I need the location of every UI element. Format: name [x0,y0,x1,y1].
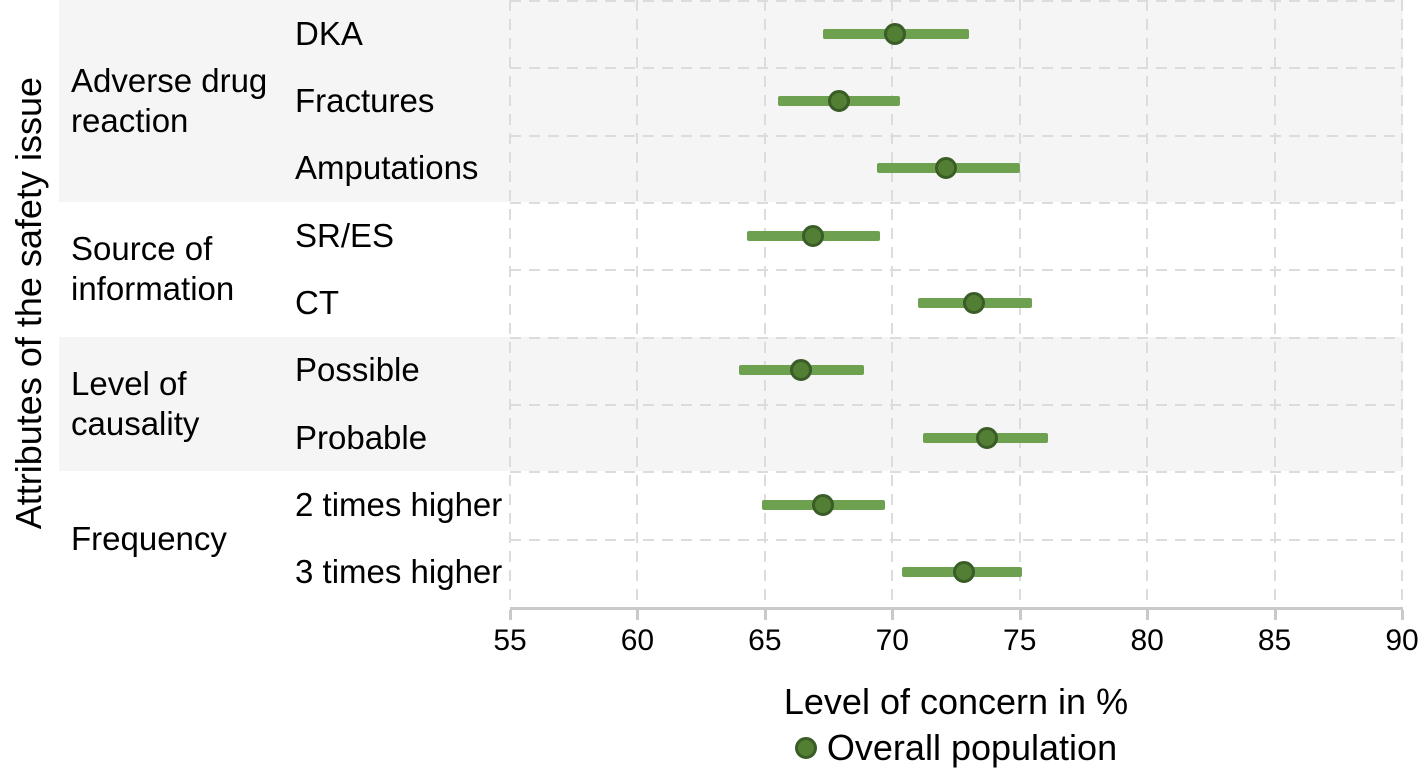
legend-label: Overall population [826,727,1118,768]
group-band [59,0,1403,202]
horizontal-gridline [510,202,1402,204]
x-axis-tick [509,610,512,620]
point-estimate-marker [883,22,906,45]
vertical-gridline [1273,0,1276,606]
x-axis-tick [1146,610,1150,620]
horizontal-gridline [510,269,1402,272]
legend-marker-circle-icon [794,737,817,759]
x-axis-tick [763,610,767,620]
y-axis-title: Attributes of the safety issue [0,0,58,606]
x-axis-tick-label: 85 [1257,624,1292,657]
horizontal-gridline [510,404,1402,406]
x-axis-tick-label: 90 [1385,624,1419,657]
category-label: DKA [295,14,363,52]
x-axis-tick [891,610,895,620]
category-label: Possible [295,351,420,389]
horizontal-gridline [510,134,1402,137]
vertical-gridline [763,0,766,606]
x-axis-tick-label: 65 [748,624,782,657]
legend: Overall population [510,728,1402,768]
category-label: 2 times higher [295,485,503,523]
horizontal-gridline [510,67,1402,70]
group-band [59,336,1403,472]
category-label: Probable [295,418,428,456]
horizontal-gridline [510,336,1402,339]
x-axis-tick-label: 70 [875,624,909,657]
category-label: SR/ES [295,216,395,254]
point-estimate-marker [789,359,812,382]
category-label: Amputations [295,149,479,187]
x-axis-tick-label: 55 [493,624,527,657]
point-estimate-marker [952,561,975,584]
vertical-gridline [1146,0,1149,606]
point-estimate-marker [934,157,957,180]
vertical-gridline [891,0,894,606]
point-estimate-marker [827,90,850,112]
point-estimate-marker [975,426,998,449]
x-axis-title: Level of concern in % [783,681,1129,722]
point-estimate-marker [812,494,835,516]
x-axis-tick [1401,610,1404,620]
horizontal-gridline [510,0,1402,2]
vertical-gridline [1401,0,1403,606]
horizontal-gridline [510,471,1402,474]
category-label: 3 times higher [295,553,503,591]
group-label: Adverse drug reaction [71,62,268,139]
x-axis-tick-label: 75 [1003,624,1037,657]
x-axis-tick [1273,610,1277,620]
group-label: Frequency [71,519,227,557]
group-label: Source of information [71,230,235,308]
x-axis-tick-label: 80 [1130,624,1164,657]
x-axis-tick [1018,610,1022,620]
group-label: Level of causality [71,364,200,442]
y-axis-title-text: Attributes of the safety issue [8,76,49,530]
point-estimate-marker [962,292,985,314]
vertical-gridline [636,0,639,606]
category-label: Fractures [295,81,435,119]
horizontal-gridline [510,538,1402,541]
x-axis-tick [636,610,640,620]
x-axis-tick-label: 60 [620,624,655,657]
x-axis-line [510,607,1403,610]
point-estimate-marker [802,224,825,247]
category-label: CT [295,283,339,321]
vertical-gridline [509,0,511,606]
